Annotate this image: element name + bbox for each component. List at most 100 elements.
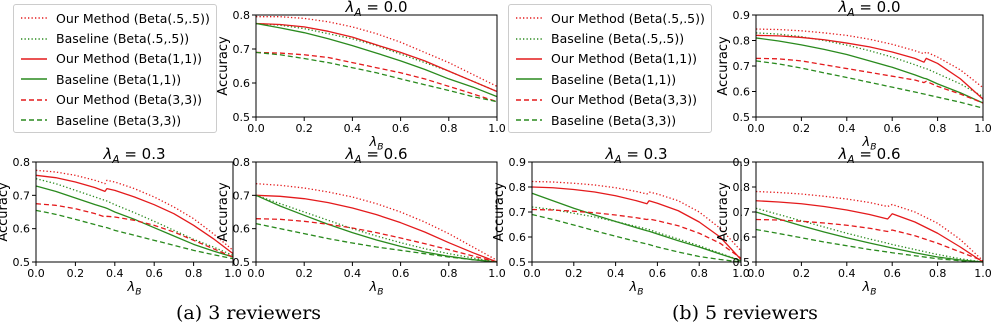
x-tick-label: 0.2 (295, 267, 313, 280)
x-tick-label: 0.0 (747, 267, 765, 280)
x-tick-label: 1.0 (732, 267, 750, 280)
x-tick-label: 1.0 (974, 267, 992, 280)
y-tick-label: 0.7 (233, 189, 251, 202)
legend-label: Our Method (Beta(.5,.5)) (56, 10, 210, 26)
x-tick-label: 0.2 (793, 267, 811, 280)
series-line-base-dashed (255, 223, 498, 263)
series-line-base-dashed (35, 209, 234, 260)
legend-entry: Baseline (Beta(1,1)) (20, 69, 210, 89)
series-line-ours-dashed (755, 57, 984, 104)
legend-entry: Our Method (Beta(1,1)) (20, 49, 210, 69)
x-tick-label: 0.6 (145, 267, 163, 280)
x-tick-label: 0.0 (747, 122, 765, 135)
series-line-ours-solid (35, 174, 234, 255)
subplot-title: λA = 0.3 (102, 145, 165, 166)
x-axis-label: λB (862, 280, 877, 297)
x-tick-label: 0.8 (929, 267, 947, 280)
x-axis-label: λB (629, 280, 644, 297)
series-line-ours-dashed (255, 51, 498, 103)
series-line-ours-dashed (755, 218, 984, 262)
y-tick-label: 0.8 (733, 35, 751, 48)
legend-line-swatch (21, 99, 47, 101)
caption-5-reviewers: (b) 5 reviewers (672, 302, 818, 324)
x-tick-label: 0.6 (392, 267, 410, 280)
series-line-base-dashed (531, 213, 742, 263)
legend-label: Baseline (Beta(.5,.5)) (56, 31, 190, 47)
x-tick-label: 1.0 (974, 122, 992, 135)
legend-label: Our Method (Beta(3,3)) (56, 92, 202, 108)
x-tick-label: 0.2 (565, 267, 583, 280)
x-tick-label: 0.0 (247, 122, 265, 135)
x-tick-label: 1.0 (488, 267, 506, 280)
y-axis-label: Accuracy (716, 36, 731, 96)
legend-entry: Our Method (Beta(1,1)) (515, 49, 705, 69)
series-line-ours-solid (531, 186, 742, 260)
series-line-base-dashed (755, 228, 984, 263)
y-axis-label: Accuracy (0, 182, 11, 242)
x-tick-label: 0.8 (440, 267, 458, 280)
legend-entry: Baseline (Beta(.5,.5)) (20, 28, 210, 48)
legend-label: Our Method (Beta(.5,.5)) (551, 10, 705, 26)
x-axis-label: λB (369, 280, 384, 297)
plot-frame (35, 161, 234, 263)
subplot-6: 0.0 0.2 0.4 0.6 0.8 1.00.50.60.70.80.9 λA = 0.… (716, 145, 992, 297)
x-axis-label: λB (369, 135, 384, 152)
series-line-base-dotted (255, 194, 498, 263)
series-line-base-dotted (531, 206, 742, 262)
series-line-ours-dotted (755, 190, 984, 262)
series-line-base-solid (755, 211, 984, 263)
y-tick-label: 0.5 (233, 111, 251, 124)
y-tick-label: 0.5 (233, 256, 251, 269)
legend-line-swatch (21, 119, 47, 121)
x-tick-label: 0.6 (649, 267, 667, 280)
y-tick-label: 0.7 (233, 43, 251, 56)
subplot-title: λA = 0.6 (837, 145, 900, 166)
subplot-2: 0.0 0.2 0.4 0.6 0.8 1.0 0.5 0.6 0.7 0.8 λA = 0.3 λB… (0, 145, 242, 297)
subplot-title: λA = 0.0 (837, 0, 900, 19)
subplot-3: 0.0 0.2 0.4 0.6 0.8 1.00.50.60.70.8 λA = 0.6λB… (216, 145, 506, 297)
y-tick-label: 0.6 (13, 223, 31, 236)
x-tick-label: 0.0 (523, 267, 541, 280)
y-tick-label: 0.8 (233, 156, 251, 169)
legend-left: Our Method (Beta(.5,.5)) Baseline (Beta(.… (13, 4, 217, 134)
plot-frame (255, 161, 498, 263)
y-tick-label: 0.5 (13, 256, 31, 269)
legend-entry: Our Method (Beta(.5,.5)) (515, 8, 705, 28)
series-line-base-dotted (755, 207, 984, 263)
x-axis-label: λB (862, 135, 877, 152)
legend-label: Our Method (Beta(3,3)) (551, 92, 697, 108)
legend-entry: Baseline (Beta(3,3)) (515, 110, 705, 130)
x-tick-label: 0.4 (607, 267, 625, 280)
x-tick-label: 0.6 (883, 267, 901, 280)
legend-line-swatch (516, 37, 542, 40)
series-line-ours-solid (755, 34, 984, 100)
x-tick-label: 1.0 (488, 122, 506, 135)
x-tick-label: 0.8 (690, 267, 708, 280)
legend-label: Baseline (Beta(1,1)) (56, 71, 182, 87)
series-line-base-dashed (255, 51, 498, 103)
legend-line-swatch (516, 78, 542, 81)
x-tick-label: 0.0 (247, 267, 265, 280)
x-tick-label: 0.0 (27, 267, 45, 280)
y-tick-label: 0.9 (733, 156, 751, 169)
y-tick-label: 0.8 (733, 181, 751, 194)
legend-line-swatch (516, 99, 542, 101)
x-tick-label: 1.0 (224, 267, 242, 280)
series-line-base-dotted (35, 178, 234, 256)
legend-label: Baseline (Beta(1,1)) (551, 71, 677, 87)
plot-frame (255, 14, 498, 118)
y-axis-label: Accuracy (716, 182, 731, 242)
legend-label: Our Method (Beta(1,1)) (551, 51, 697, 67)
y-axis-label: Accuracy (216, 36, 231, 96)
legend-entry: Baseline (Beta(.5,.5)) (515, 28, 705, 48)
y-tick-label: 0.7 (13, 189, 31, 202)
legend-line-swatch (21, 58, 47, 60)
series-line-ours-solid (255, 22, 498, 93)
y-tick-label: 0.7 (509, 206, 527, 219)
legend-line-swatch (21, 78, 47, 81)
subplot-title: λA = 0.6 (344, 145, 407, 166)
series-line-base-solid (255, 22, 498, 98)
series-line-base-dashed (755, 60, 984, 109)
y-tick-label: 0.9 (733, 9, 751, 22)
